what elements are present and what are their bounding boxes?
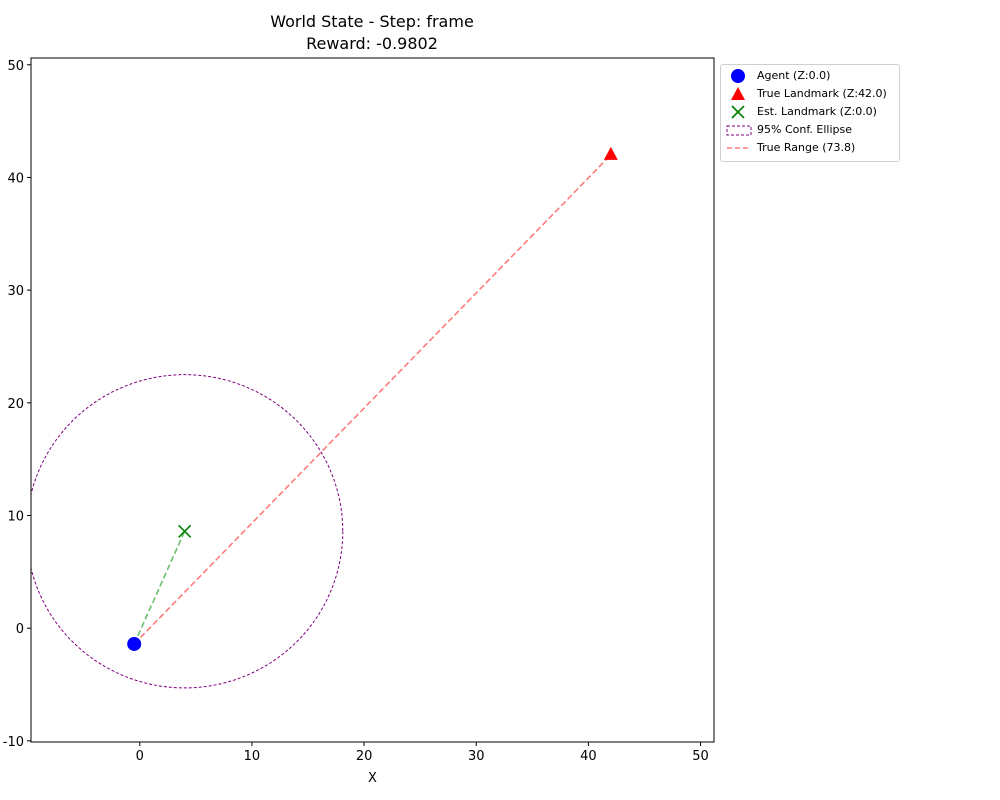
legend-item-conf-ellipse: 95% Conf. Ellipse	[721, 121, 899, 139]
true-landmark-point	[603, 146, 618, 160]
legend-item-true-landmark: True Landmark (Z:42.0)	[721, 85, 899, 103]
x-tick-label: 40	[580, 749, 597, 764]
x-tick-label: 50	[692, 749, 709, 764]
true-range-line	[133, 154, 612, 645]
data-layer	[31, 146, 618, 689]
estimate-line	[133, 530, 186, 645]
axes-frame	[30, 57, 715, 743]
y-tick-label: -10	[3, 735, 24, 750]
x-tick-label: 30	[468, 749, 485, 764]
legend-est-landmark-marker	[731, 105, 745, 119]
y-tick-label: 10	[7, 510, 24, 525]
agent-point	[127, 636, 142, 651]
chart-subtitle: Reward: -0.9802	[306, 34, 438, 53]
legend-true-landmark-marker	[731, 87, 745, 100]
x-tick-label: 0	[136, 749, 144, 764]
legend-label-true-landmark: True Landmark (Z:42.0)	[757, 87, 887, 100]
legend-conf-ellipse-marker	[726, 125, 752, 136]
legend-label-true-range: True Range (73.8)	[757, 141, 856, 154]
chart-title: World State - Step: frame	[270, 12, 474, 31]
legend-item-agent: Agent (Z:0.0)	[721, 67, 899, 85]
y-tick-label: 30	[7, 284, 24, 299]
y-tick-label: 50	[7, 59, 24, 74]
x-axis-label: X	[368, 771, 377, 786]
est-landmark-point	[178, 524, 192, 538]
y-tick-label: 20	[7, 397, 24, 412]
legend-true-range-marker	[727, 147, 751, 149]
confidence-ellipse	[31, 374, 344, 689]
legend-label-conf-ellipse: 95% Conf. Ellipse	[757, 123, 852, 136]
legend-item-true-range: True Range (73.8)	[721, 139, 899, 157]
legend-label-est-landmark: Est. Landmark (Z:0.0)	[757, 105, 877, 118]
legend-label-agent: Agent (Z:0.0)	[757, 69, 831, 82]
legend: Agent (Z:0.0) True Landmark (Z:42.0) Est…	[720, 64, 900, 162]
x-tick-label: 20	[356, 749, 373, 764]
y-tick-label: 0	[16, 622, 24, 637]
y-tick-label: 40	[7, 171, 24, 186]
legend-agent-marker	[731, 69, 745, 83]
legend-item-est-landmark: Est. Landmark (Z:0.0)	[721, 103, 899, 121]
x-tick-label: 10	[244, 749, 261, 764]
